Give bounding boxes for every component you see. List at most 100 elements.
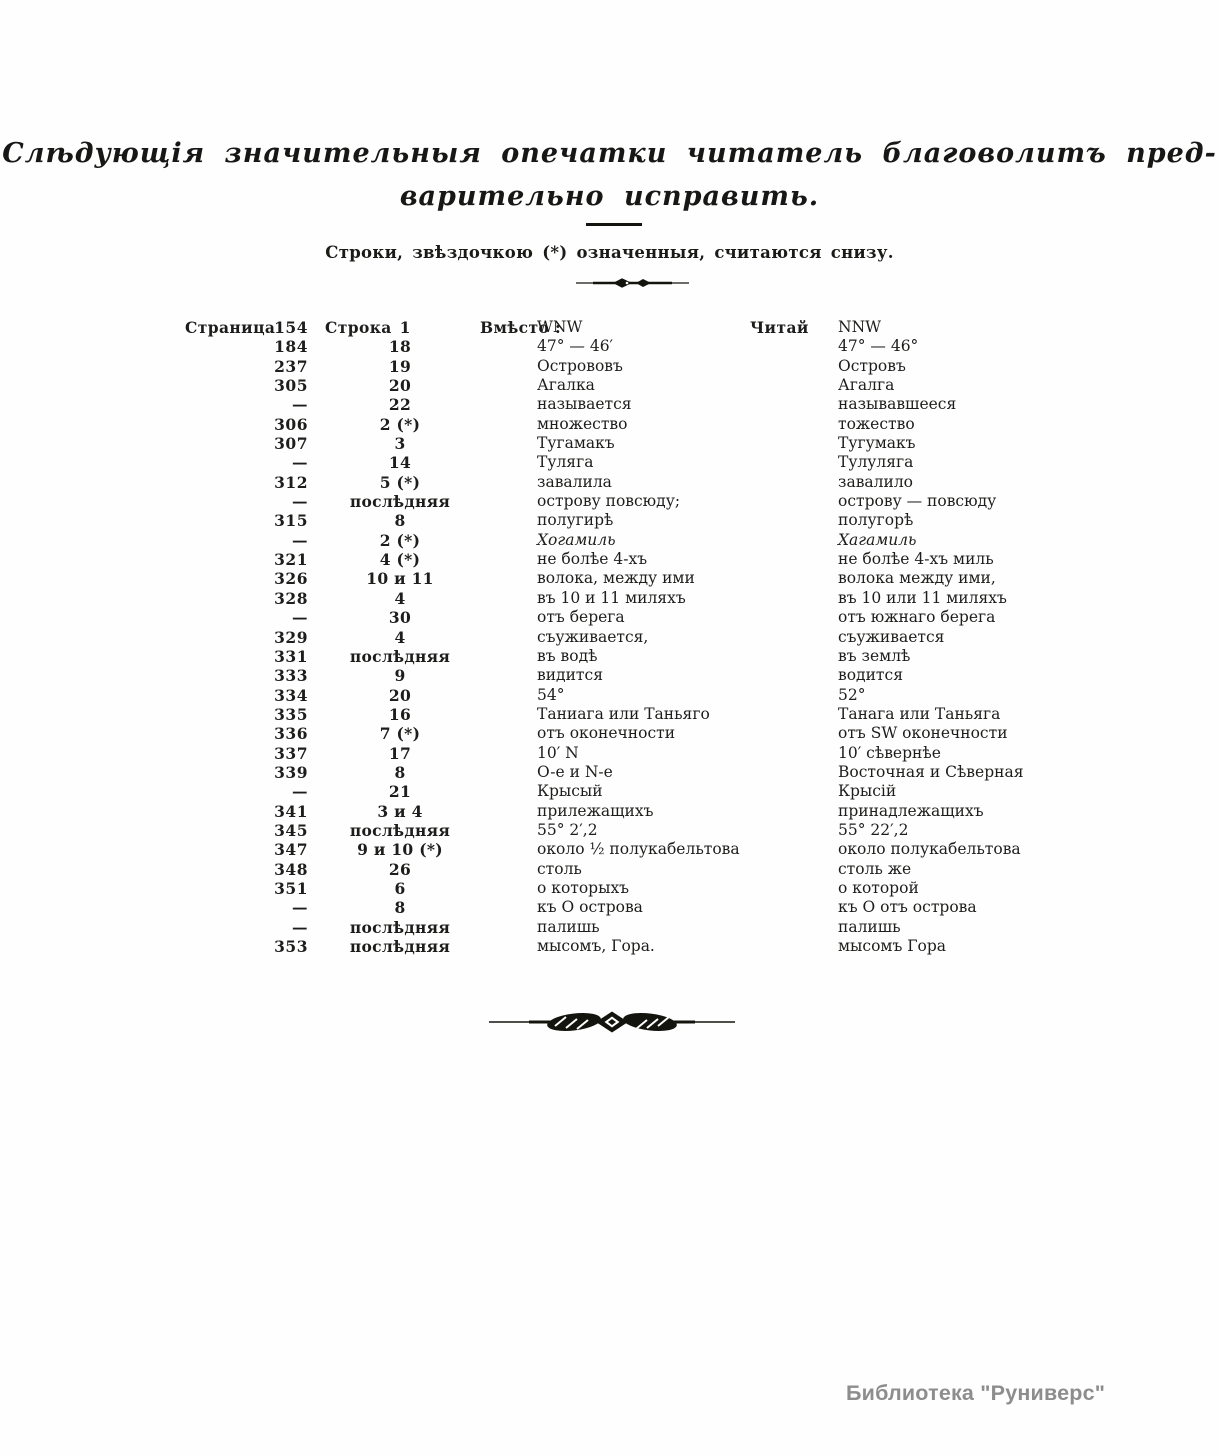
page-cell: 154 <box>274 318 308 337</box>
read-cell: къ О отъ острова <box>838 898 977 917</box>
errata-row: 237 19 Острововъ Островъ <box>185 357 1195 376</box>
instead-cell: въ 10 и 11 миляхъ <box>537 588 686 607</box>
line-cell: 2 (*) <box>379 414 421 434</box>
line-cell: 17 <box>388 743 412 763</box>
errata-row: — послѣдняя палишь палишь <box>185 918 1195 937</box>
errata-row: 328 4 въ 10 и 11 миляхъ въ 10 или 11 миляхъ <box>185 589 1195 608</box>
read-cell: принадлежащихъ <box>838 801 984 820</box>
read-cell: въ 10 или 11 миляхъ <box>838 588 1007 607</box>
column-header-page: Страница <box>185 318 276 337</box>
library-watermark: Библиотека "Руниверс" <box>846 1381 1106 1405</box>
read-cell: тожество <box>838 414 915 433</box>
line-cell: 4 <box>394 627 406 647</box>
instead-cell: полугирѣ <box>537 511 614 530</box>
page-cell: 339 <box>274 762 308 782</box>
page-cell: — <box>292 530 308 550</box>
read-cell: 55° 22′,2 <box>838 820 909 839</box>
line-cell: 2 (*) <box>379 530 421 550</box>
line-cell: 30 <box>388 608 412 628</box>
line-cell: 26 <box>388 859 412 879</box>
errata-row: 333 9 видится водится <box>185 666 1195 685</box>
errata-row: — 21 Крысый Крысій <box>185 782 1195 801</box>
page-cell: 347 <box>274 840 308 860</box>
line-cell: 3 и 4 <box>377 801 423 821</box>
instead-cell: въ водѣ <box>537 646 598 665</box>
line-cell: 4 <box>394 588 406 608</box>
line-cell: 8 <box>394 762 406 782</box>
instead-cell: отъ оконечности <box>537 724 676 743</box>
instead-cell: палишь <box>537 917 600 936</box>
read-cell: NNW <box>838 318 882 336</box>
read-cell: отъ SW оконечности <box>838 724 1008 743</box>
column-header-line: Строка <box>325 318 392 337</box>
errata-row: 336 7 (*) отъ оконечности отъ SW оконечност… <box>185 724 1195 743</box>
errata-row: 331 послѣдняя въ водѣ въ землѣ <box>185 647 1195 666</box>
line-cell: 19 <box>388 356 412 376</box>
line-cell: 5 (*) <box>379 472 421 492</box>
read-cell: 47° — 46° <box>838 337 919 356</box>
page-cell: 329 <box>274 627 308 647</box>
line-cell: 18 <box>388 337 412 357</box>
read-cell: Агалга <box>838 376 895 395</box>
line-cell: послѣдняя <box>349 917 451 937</box>
page-cell: 335 <box>274 704 308 724</box>
page-cell: 336 <box>274 724 308 744</box>
read-cell: называвшееся <box>838 395 957 414</box>
errata-row: 326 10 и 11 волока, между ими волока между … <box>185 569 1195 588</box>
instead-cell: O-е и N-е <box>537 762 613 781</box>
instead-cell: множество <box>537 414 628 433</box>
page-cell: 353 <box>274 937 308 956</box>
read-cell: Островъ <box>838 356 906 375</box>
page-cell: 307 <box>274 434 308 454</box>
errata-row: 334 20 54° 52° <box>185 686 1195 705</box>
instead-cell: волока, между ими <box>537 569 695 588</box>
errata-header-row: Страница 154 Строка 1 Вмѣсто : WNW Читай… <box>185 318 1195 337</box>
read-cell: Тулуляга <box>838 453 914 472</box>
read-cell: мысомъ Гора <box>838 937 947 955</box>
page-cell: 328 <box>274 588 308 608</box>
instead-cell: острову повсюду; <box>537 492 681 511</box>
line-cell: 10 и 11 <box>366 569 434 589</box>
errata-row: 351 6 о которыхъ о которой <box>185 879 1195 898</box>
errata-row: 335 16 Таниага или Таньяго Танага или Танья… <box>185 705 1195 724</box>
column-header-read: Читай <box>750 318 809 337</box>
page-cell: — <box>292 492 308 512</box>
errata-row: — 22 называется называвшееся <box>185 395 1195 414</box>
line-cell: послѣдняя <box>349 646 451 666</box>
line-cell: 7 (*) <box>379 724 421 744</box>
page-cell: 237 <box>274 356 308 376</box>
errata-row: 312 5 (*) завалила завалило <box>185 473 1195 492</box>
errata-title-line2: варительно исправить. <box>399 181 820 212</box>
read-cell: завалило <box>838 472 914 491</box>
line-cell: 1 <box>399 318 411 337</box>
page-cell: 337 <box>274 743 308 763</box>
line-cell: послѣдняя <box>349 492 451 512</box>
errata-row: — послѣдняя острову повсюду; острову — повс… <box>185 492 1195 511</box>
instead-cell: около ½ полукабельтова <box>537 840 740 859</box>
instead-cell: Хогамиль <box>537 530 616 549</box>
instead-cell: Крысый <box>537 782 603 801</box>
read-cell: около полукабельтова <box>838 840 1021 859</box>
read-cell: Восточная и Сѣверная <box>838 762 1024 781</box>
line-cell: 6 <box>394 878 406 898</box>
page-cell: 306 <box>274 414 308 434</box>
read-cell: Крысій <box>838 782 897 801</box>
line-cell: послѣдняя <box>349 937 451 956</box>
instead-cell: видится <box>537 666 603 685</box>
errata-row: — 2 (*) Хогамиль Хагамиль <box>185 531 1195 550</box>
errata-row: 321 4 (*) не болѣе 4-хъ не болѣе 4-хъ миль <box>185 550 1195 569</box>
read-cell: волока между ими, <box>838 569 996 588</box>
read-cell: 52° <box>838 685 866 704</box>
page-cell: 315 <box>274 511 308 531</box>
read-cell: столь же <box>838 859 912 878</box>
read-cell: о которой <box>838 878 919 897</box>
instead-cell: Таниага или Таньяго <box>537 704 710 723</box>
page-cell: 333 <box>274 666 308 686</box>
line-cell: 16 <box>388 704 412 724</box>
line-cell: 3 <box>394 434 406 454</box>
instead-cell: называется <box>537 395 632 414</box>
instead-cell: столь <box>537 859 582 878</box>
errata-row: 348 26 столь столь же <box>185 860 1195 879</box>
page-cell: 305 <box>274 376 308 396</box>
page-cell: — <box>292 917 308 937</box>
